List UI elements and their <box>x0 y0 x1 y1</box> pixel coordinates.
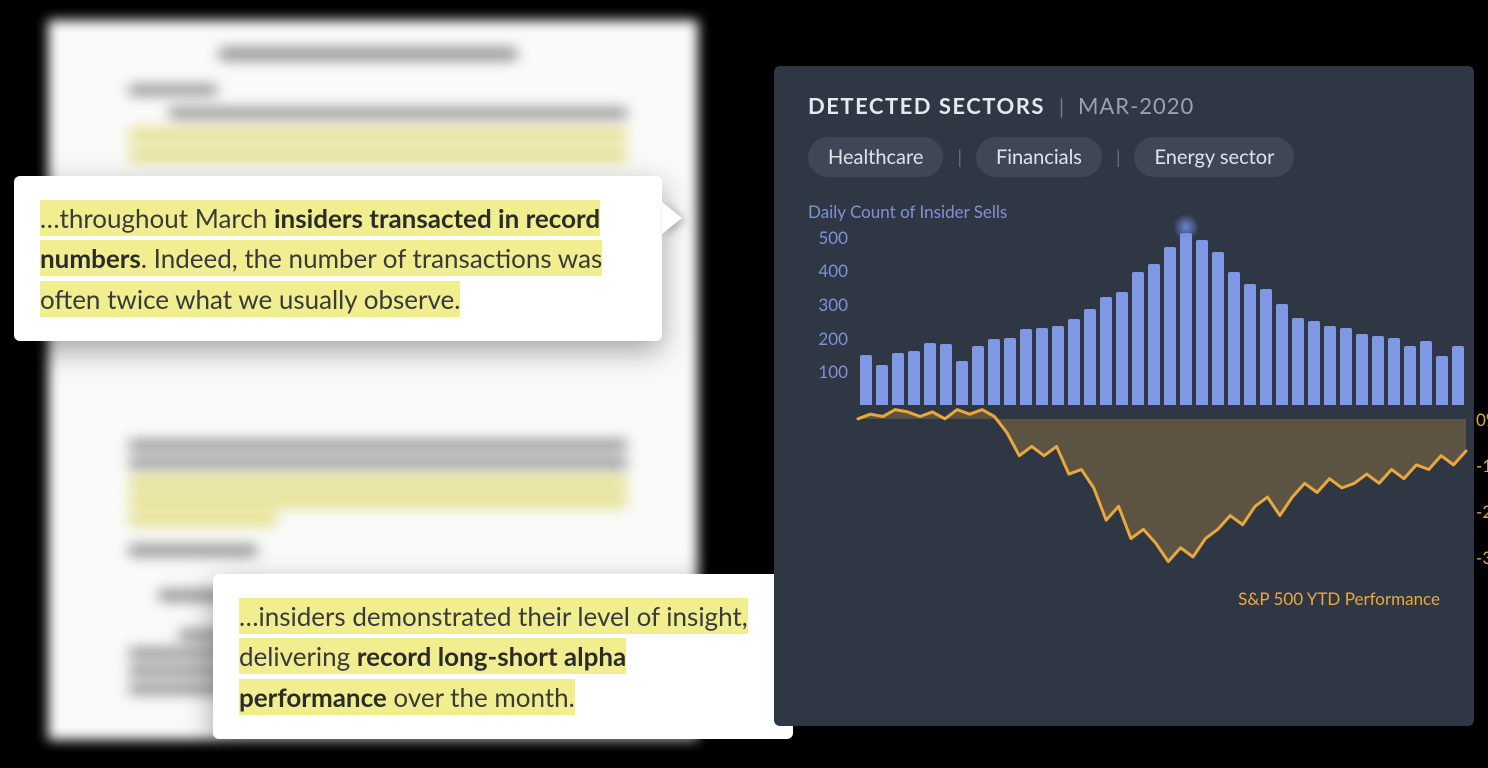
excerpt-1-text: …throughout March insiders transacted in… <box>40 198 636 319</box>
sector-pill-healthcare[interactable]: Healthcare <box>808 137 943 177</box>
panel-header: DETECTED SECTORS | MAR-2020 <box>774 66 1474 137</box>
sector-separator: | <box>957 146 962 168</box>
sector-pill-row: Healthcare | Financials | Energy sector <box>774 137 1474 195</box>
panel-period: MAR-2020 <box>1078 92 1194 119</box>
chart-top-legend: Daily Count of Insider Sells <box>808 201 1460 222</box>
sector-pill-energy[interactable]: Energy sector <box>1134 137 1294 177</box>
excerpt-1-prefix: …throughout March <box>40 202 274 234</box>
excerpt-2-suffix: over the month. <box>387 681 575 713</box>
panel-title-divider: | <box>1059 95 1064 119</box>
chart-bottom-legend: S&P 500 YTD Performance <box>808 588 1440 609</box>
excerpt-2-highlight: …insiders demonstrated their level of in… <box>239 598 748 715</box>
analytics-panel: DETECTED SECTORS | MAR-2020 Healthcare |… <box>774 66 1474 726</box>
excerpt-callout-2: …insiders demonstrated their level of in… <box>213 574 793 739</box>
chart-canvas: 5004003002001000%-10%-20%-30% <box>808 230 1488 580</box>
performance-line-chart <box>808 230 1488 580</box>
excerpt-1-pointer-icon <box>662 202 682 234</box>
sector-pill-financials[interactable]: Financials <box>976 137 1102 177</box>
panel-title: DETECTED SECTORS <box>808 92 1045 119</box>
excerpt-2-text: …insiders demonstrated their level of in… <box>239 596 767 717</box>
chart-area: Daily Count of Insider Sells 50040030020… <box>808 201 1460 609</box>
sector-separator: | <box>1116 146 1121 168</box>
excerpt-1-highlight: …throughout March insiders transacted in… <box>40 200 602 317</box>
excerpt-callout-1: …throughout March insiders transacted in… <box>14 176 662 341</box>
